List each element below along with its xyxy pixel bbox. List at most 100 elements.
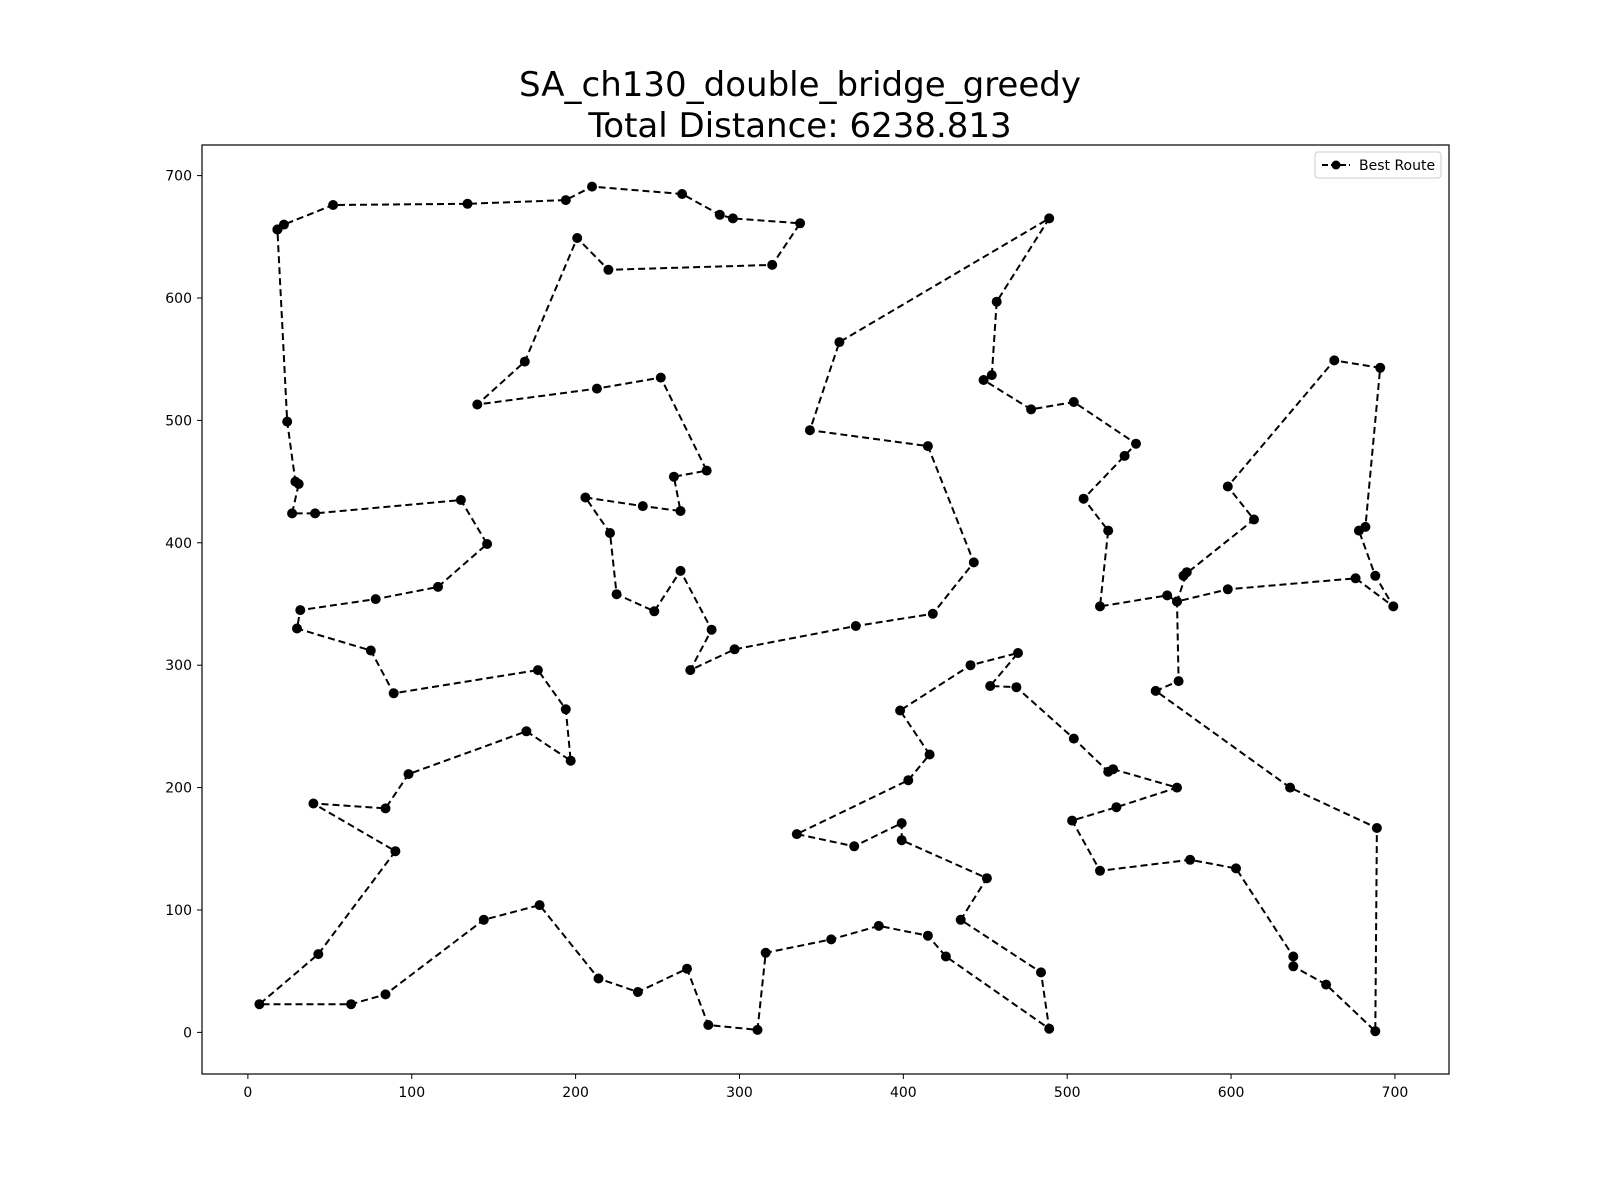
route-point [587,181,597,192]
route-point [272,224,283,235]
route-point [295,605,306,616]
route-point [1375,362,1386,373]
route-point [649,606,660,617]
route-point [478,914,489,925]
y-tick-label: 400 [165,536,192,552]
route-point [605,528,615,538]
route-point [254,999,265,1010]
route-point [677,189,688,199]
route-point [380,989,391,1000]
route-point [310,508,321,519]
route-point [940,951,951,962]
route-point [1172,596,1182,607]
route-point [1131,438,1141,449]
route-point [682,963,692,974]
route-point [873,920,884,931]
route-point [1044,1023,1055,1034]
route-point [675,565,686,576]
route-point [482,539,493,549]
y-tick-label: 100 [165,903,192,919]
route-point [655,372,666,383]
y-tick-label: 600 [165,291,192,307]
route-point [849,841,860,852]
route-point [922,441,933,452]
route-point [675,506,686,516]
route-point [1222,481,1233,492]
route-point [1231,863,1241,874]
y-axis-ticks: 0 100 200 300 400 500 600 700 [165,169,202,1041]
route-point [978,375,989,385]
route-point [611,589,622,600]
route-point [791,829,802,840]
route-point [701,465,712,476]
route-point [896,818,907,829]
route-point [290,476,301,487]
route-point [685,665,696,676]
route-point [895,705,906,716]
route-point [1011,682,1022,693]
route-point [313,949,324,960]
route-point [1288,951,1299,962]
route-point [1150,685,1161,696]
x-tick-label: 0 [243,1085,252,1101]
route-point [706,624,717,635]
chart-title: SA_ch130_double_bridge_greedy [519,65,1081,105]
route-point [603,264,614,275]
route-point [403,769,414,780]
route-point [282,416,293,427]
route-point [591,383,602,394]
x-tick-label: 600 [1218,1085,1245,1101]
route-point [462,198,473,209]
route-point [1068,733,1079,744]
route-point [632,987,643,997]
route-point [388,688,399,699]
route-point [1371,823,1382,833]
route-point [1353,525,1364,536]
route-point [1370,1026,1381,1037]
route-point [714,209,725,220]
y-tick-label: 300 [165,658,192,674]
route-point [903,775,914,786]
route-point [965,660,976,671]
route-point [1078,493,1089,504]
route-point [1103,766,1114,777]
chart-subtitle: Total Distance: 6238.813 [587,106,1011,146]
route-point [380,803,391,814]
route-point [924,749,935,760]
legend-label: Best Route [1359,158,1435,174]
x-tick-label: 700 [1382,1085,1409,1101]
route-point [1162,590,1173,601]
route-point [752,1024,763,1035]
route-point [1067,815,1078,826]
route-point [593,973,604,984]
x-tick-label: 500 [1054,1085,1081,1101]
route-point [519,356,530,367]
legend: Best Route [1314,151,1442,179]
route-point [1288,961,1299,972]
route-point [532,665,543,676]
route-point [1044,213,1055,224]
route-point [1321,979,1332,990]
route-point [1178,570,1189,581]
route-point [1388,601,1399,612]
route-point [560,195,571,206]
route-point [927,608,938,619]
route-point [521,726,532,737]
x-axis-ticks: 0 100 200 300 400 500 600 700 [243,1074,1408,1101]
route-point [727,213,738,224]
route-point [981,873,992,884]
route-point [565,755,576,766]
route-point [1036,967,1046,978]
route-point [365,645,376,656]
route-point [1111,802,1122,813]
route-point [346,999,357,1010]
plot-area [201,144,1450,1075]
route-point [1222,584,1233,595]
route-point [292,623,302,634]
route-point [455,495,466,505]
route-point [985,681,996,691]
route-point [1285,782,1296,793]
route-point [433,581,443,592]
route-point [1185,854,1196,865]
